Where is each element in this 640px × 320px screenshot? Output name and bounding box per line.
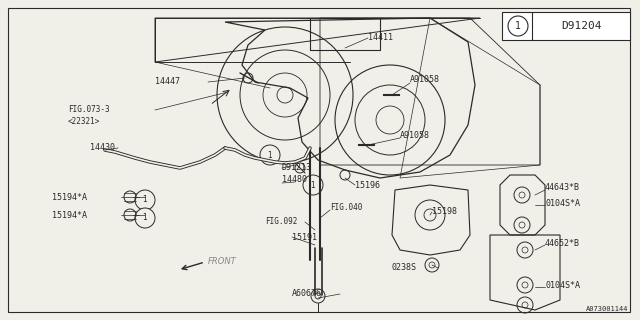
Circle shape <box>303 175 323 195</box>
Circle shape <box>260 145 280 165</box>
Text: <22321>: <22321> <box>68 117 100 126</box>
Text: 14480: 14480 <box>282 175 307 185</box>
Text: 44652*B: 44652*B <box>545 238 580 247</box>
Text: 44643*B: 44643*B <box>545 183 580 193</box>
Text: FIG.040: FIG.040 <box>330 203 362 212</box>
Bar <box>502 12 630 40</box>
Text: FIG.073-3: FIG.073-3 <box>68 106 109 115</box>
Text: FIG.092: FIG.092 <box>265 218 298 227</box>
Text: 15196: 15196 <box>355 180 380 189</box>
Text: A91058: A91058 <box>410 76 440 84</box>
Text: FRONT: FRONT <box>208 258 237 267</box>
Text: 1: 1 <box>143 196 147 204</box>
Circle shape <box>135 208 155 228</box>
Text: 15191: 15191 <box>292 233 317 242</box>
Text: 0104S*A: 0104S*A <box>545 198 580 207</box>
Text: A60676: A60676 <box>292 290 322 299</box>
Text: A91058: A91058 <box>400 131 430 140</box>
Text: 1: 1 <box>515 21 521 31</box>
Text: 14430: 14430 <box>90 143 115 153</box>
Text: 14447: 14447 <box>155 77 180 86</box>
Text: 1: 1 <box>143 213 147 222</box>
Circle shape <box>508 16 528 36</box>
Text: D91204: D91204 <box>561 21 601 31</box>
Text: 1: 1 <box>310 180 316 189</box>
Text: 14411: 14411 <box>368 34 393 43</box>
Text: 15194*A: 15194*A <box>52 193 87 202</box>
Text: 15194*A: 15194*A <box>52 211 87 220</box>
Text: A073001144: A073001144 <box>586 306 628 312</box>
Text: 15198: 15198 <box>432 207 457 217</box>
Text: 1: 1 <box>268 150 273 159</box>
Text: 0238S: 0238S <box>392 263 417 273</box>
Circle shape <box>135 190 155 210</box>
Text: D91213: D91213 <box>282 164 312 172</box>
Text: 0104S*A: 0104S*A <box>545 281 580 290</box>
